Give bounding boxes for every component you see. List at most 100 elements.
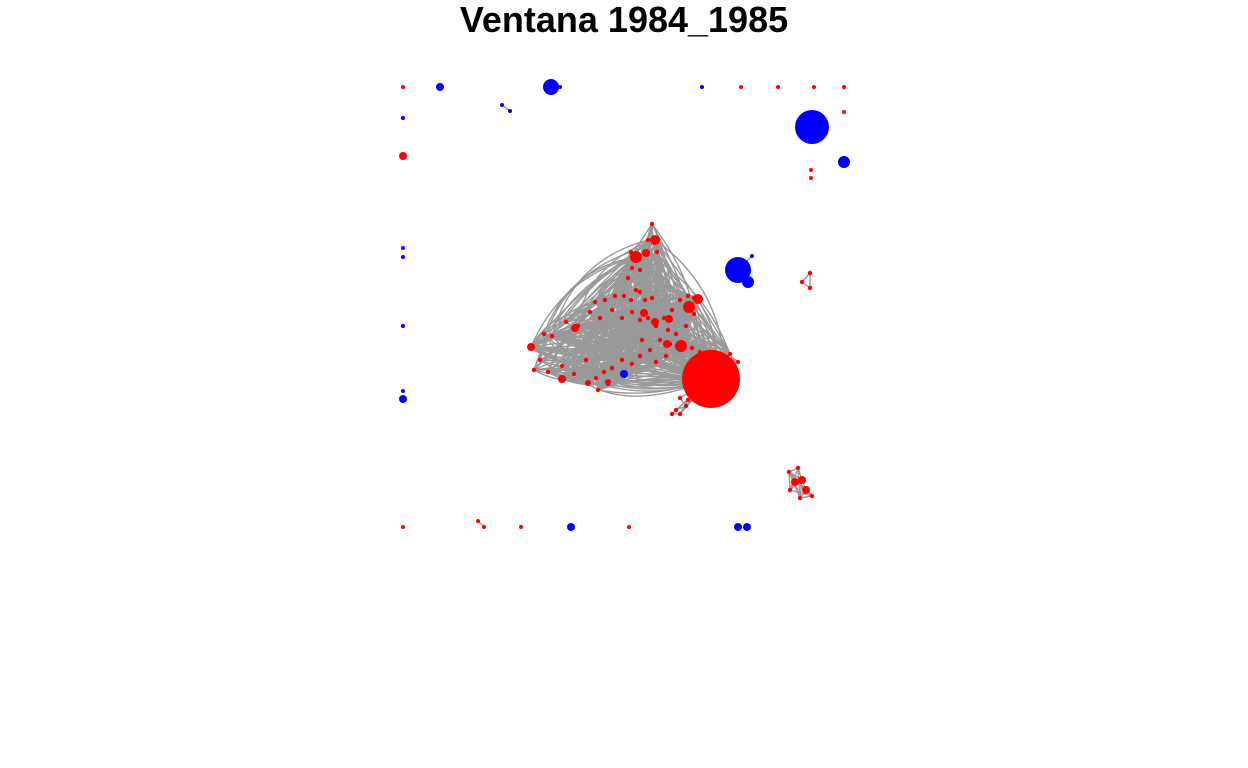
- network-node-red: [842, 110, 846, 114]
- network-node-red: [571, 371, 577, 377]
- network-node-red: [787, 487, 793, 493]
- network-node-red: [677, 395, 683, 401]
- network-node-red: [809, 493, 815, 499]
- network-node-red: [612, 293, 618, 299]
- network-node-red: [798, 476, 806, 484]
- network-node-red: [637, 353, 643, 359]
- network-node-red: [786, 469, 792, 475]
- network-node-blue: [725, 257, 751, 283]
- network-node-red: [621, 293, 627, 299]
- network-node-red: [629, 265, 635, 271]
- network-node-red: [669, 307, 675, 313]
- network-node-red: [637, 317, 643, 323]
- network-node-red: [809, 176, 813, 180]
- network-node-red: [628, 297, 634, 303]
- network-node-blue: [401, 324, 405, 328]
- network-node-red: [842, 85, 846, 89]
- network-node-red: [642, 249, 650, 257]
- network-node-blue: [558, 85, 562, 89]
- network-node-red: [685, 397, 691, 403]
- network-edge: [574, 239, 656, 329]
- network-node-red: [559, 363, 565, 369]
- network-edge: [529, 289, 637, 349]
- network-edge: [547, 371, 609, 386]
- network-node-red: [735, 359, 741, 365]
- network-node-red: [609, 307, 615, 313]
- network-edge: [789, 489, 813, 497]
- network-node-blue: [620, 370, 628, 378]
- network-node-red: [812, 85, 816, 89]
- network-node-red: [807, 285, 813, 291]
- network-node-red: [482, 525, 486, 529]
- network-node-red: [683, 301, 695, 313]
- network-node-red: [776, 85, 780, 89]
- network-node-red: [649, 295, 655, 301]
- network-edge: [565, 292, 681, 323]
- network-node-blue: [750, 254, 754, 258]
- network-edge: [788, 471, 791, 491]
- network-node-red: [592, 299, 598, 305]
- network-node-red: [685, 293, 691, 299]
- network-node-blue: [500, 103, 504, 107]
- network-node-red: [807, 270, 813, 276]
- network-node-red: [797, 495, 803, 501]
- network-node-red: [809, 168, 813, 172]
- network-node-blue: [734, 523, 742, 531]
- network-node-red: [401, 85, 405, 89]
- network-node-red: [683, 403, 689, 409]
- network-node-red: [629, 361, 635, 367]
- network-node-red: [627, 525, 631, 529]
- network-edge: [679, 399, 689, 415]
- network-node-blue: [567, 523, 575, 531]
- network-edge: [543, 295, 616, 335]
- network-node-red: [601, 369, 607, 375]
- network-node-red: [799, 279, 805, 285]
- network-node-red: [541, 331, 547, 337]
- network-node-red: [639, 337, 645, 343]
- network-node-blue: [795, 110, 829, 144]
- network-node-red: [691, 311, 697, 317]
- network-edge: [530, 256, 637, 348]
- network-node-red: [602, 297, 608, 303]
- network-node-blue: [401, 246, 405, 250]
- network-edge: [533, 297, 653, 371]
- network-node-red: [642, 297, 648, 303]
- network-node-blue: [700, 85, 704, 89]
- network-node-red: [587, 309, 593, 315]
- network-node-blue: [743, 523, 751, 531]
- network-node-red: [545, 369, 551, 375]
- network-node-red: [558, 375, 566, 383]
- network-node-red: [665, 327, 671, 333]
- network-node-red: [663, 353, 669, 359]
- network-node-red: [653, 359, 659, 365]
- network-node-red: [739, 85, 743, 89]
- network-node-red: [689, 345, 695, 351]
- network-node-blue: [401, 255, 405, 259]
- network-node-red: [605, 379, 611, 385]
- network-node-red: [645, 237, 651, 243]
- network-node-red: [673, 331, 679, 337]
- network-edge: [551, 239, 649, 337]
- network-node-red: [669, 411, 675, 417]
- network-node-red: [595, 387, 601, 393]
- network-node-red: [683, 323, 689, 329]
- network-node-red: [597, 315, 603, 321]
- network-node-red: [677, 411, 683, 417]
- network-node-blue: [436, 83, 444, 91]
- network-node-red: [633, 287, 639, 293]
- network-node-red: [647, 347, 653, 353]
- network-node-red: [609, 365, 615, 371]
- page-title: Ventana 1984_1985: [459, 0, 789, 40]
- network-node-red: [537, 357, 543, 363]
- network-node-blue: [742, 276, 754, 288]
- network-node-red: [583, 357, 589, 363]
- network-node-red: [645, 315, 651, 321]
- network-edge: [654, 239, 725, 357]
- network-node-red: [673, 407, 679, 413]
- network-node-red: [637, 267, 643, 273]
- network-node-blue: [401, 389, 405, 393]
- network-node-blue: [838, 156, 850, 168]
- network-node-red: [650, 235, 660, 245]
- network-node-red: [593, 375, 599, 381]
- network-node-red: [585, 380, 591, 386]
